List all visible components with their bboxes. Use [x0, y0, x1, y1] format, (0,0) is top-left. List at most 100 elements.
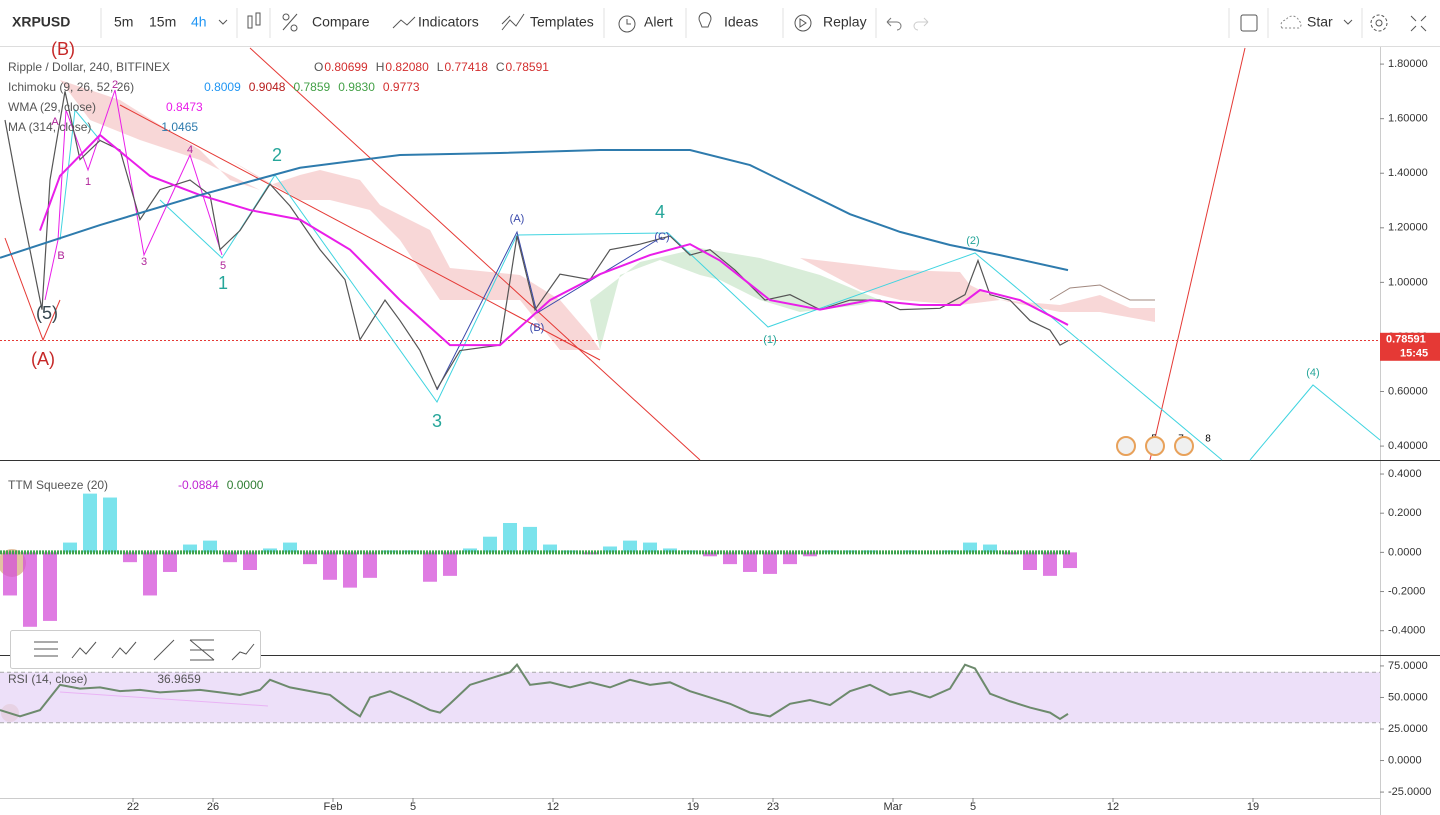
histogram-bar [983, 544, 997, 553]
histogram-bar [723, 552, 737, 565]
wave-label: 3 [141, 256, 147, 268]
histogram-bar [83, 493, 97, 553]
trend-lines [4, 47, 1246, 461]
histogram-bar [303, 552, 317, 565]
ideas-icon[interactable] [698, 12, 712, 28]
x-tick-label: 19 [687, 801, 699, 813]
cloud-icon[interactable] [1280, 15, 1302, 29]
histogram-bar [523, 526, 537, 553]
y-tick-label: 0.4000 [1388, 468, 1422, 480]
histogram-bar [623, 540, 637, 553]
x-tick-label: 23 [767, 801, 779, 813]
wave-label: (C) [654, 231, 669, 243]
indicators-icon[interactable] [392, 16, 416, 29]
rsi-band [0, 672, 1380, 723]
y-tick-label: 25.0000 [1388, 723, 1428, 735]
alert-icon[interactable] [618, 15, 636, 33]
legend-value: 0.7859 [293, 80, 330, 94]
histogram-bar [283, 542, 297, 553]
legend-field: H [376, 60, 385, 74]
wave-label: A [51, 116, 59, 128]
last-price-label: 0.78591 [1386, 334, 1426, 346]
drawing-toolbar[interactable] [10, 630, 261, 669]
star-button[interactable]: Star [1307, 14, 1333, 30]
x-tick-label: 19 [1247, 801, 1259, 813]
y-tick-label: 1.00000 [1388, 276, 1428, 288]
legend-name: MA (314, close) [8, 120, 91, 134]
wave-label: B [57, 250, 64, 262]
wave-label: (B) [51, 39, 75, 59]
button[interactable]: Alert [644, 14, 673, 30]
dropdown-icon[interactable] [218, 19, 228, 25]
toolbar-separators [100, 8, 1363, 38]
button[interactable]: Replay [823, 14, 867, 30]
histogram-bar [183, 544, 197, 553]
wave-label: 1 [218, 273, 228, 293]
y-tick-label: 1.40000 [1388, 167, 1428, 179]
legend-value: 1.0465 [161, 120, 198, 134]
last-price-tag [1380, 332, 1440, 361]
event-badge [1174, 436, 1194, 456]
y-tick-label: -0.4000 [1388, 625, 1425, 637]
legend-name: WMA (29, close) [8, 100, 96, 114]
y-tick-label: 1.80000 [1388, 58, 1428, 70]
settings-icon[interactable] [1370, 14, 1388, 32]
interval[interactable]: 15m [149, 14, 176, 30]
histogram-bar [643, 542, 657, 553]
templates-icon[interactable] [501, 13, 525, 31]
redo-icon[interactable] [913, 17, 929, 31]
histogram-bar [223, 552, 237, 563]
histogram-bar [323, 552, 337, 580]
wave-lines [59, 108, 1381, 461]
y-tick-label: 1.20000 [1388, 222, 1428, 234]
legend-value: 0.8009 [204, 80, 241, 94]
x-tick-label: 22 [127, 801, 139, 813]
chart-style-icon[interactable] [247, 12, 261, 29]
histogram-bar [3, 552, 17, 596]
legend-value: 0.0000 [227, 478, 264, 492]
replay-icon[interactable] [794, 14, 812, 32]
button[interactable]: Ideas [724, 14, 758, 30]
histogram-bar [103, 497, 117, 553]
y-tick-label: -0.2000 [1388, 585, 1425, 597]
series-line [4, 91, 1069, 391]
sub-wave-lines [44, 89, 223, 301]
button[interactable]: Templates [530, 14, 594, 30]
wave-label: 3 [432, 411, 442, 431]
wave-label: 4 [655, 202, 665, 222]
legend-value: 0.82080 [385, 60, 429, 74]
wave-label: 2 [112, 79, 118, 91]
series-line [39, 133, 1069, 347]
legend-value: 0.78591 [506, 60, 550, 74]
fullscreen-box-icon[interactable] [1240, 14, 1258, 32]
dropdown-icon[interactable] [1343, 19, 1353, 25]
symbol[interactable]: XRPUSD [12, 14, 70, 30]
button[interactable]: Indicators [418, 14, 479, 30]
interval[interactable]: 5m [114, 14, 133, 30]
histogram-bar [743, 552, 757, 572]
histogram-bar [63, 542, 77, 553]
expand-icon[interactable] [1410, 15, 1427, 32]
event-badge [1145, 436, 1165, 456]
legend-field: L [437, 60, 444, 74]
legend-value: 36.9659 [157, 672, 201, 686]
button[interactable]: Compare [312, 14, 370, 30]
histogram-bar [23, 552, 37, 627]
histogram-bar [483, 536, 497, 553]
x-tick-label: 5 [410, 801, 416, 813]
wave-label: (A) [31, 349, 55, 369]
y-tick-label: 0.40000 [1388, 440, 1428, 452]
histogram-bar [243, 552, 257, 570]
toolbar [0, 0, 1440, 46]
x-tick-label: 12 [1107, 801, 1119, 813]
y-tick-label: 75.0000 [1388, 660, 1428, 672]
histogram-bar [363, 552, 377, 578]
y-tick-label: 50.0000 [1388, 691, 1428, 703]
interval[interactable]: 4h [191, 14, 207, 30]
wave-label: (2) [966, 235, 979, 247]
legend-name: RSI (14, close) [8, 672, 87, 686]
compare-icon[interactable] [282, 13, 298, 32]
undo-icon[interactable] [886, 17, 902, 31]
